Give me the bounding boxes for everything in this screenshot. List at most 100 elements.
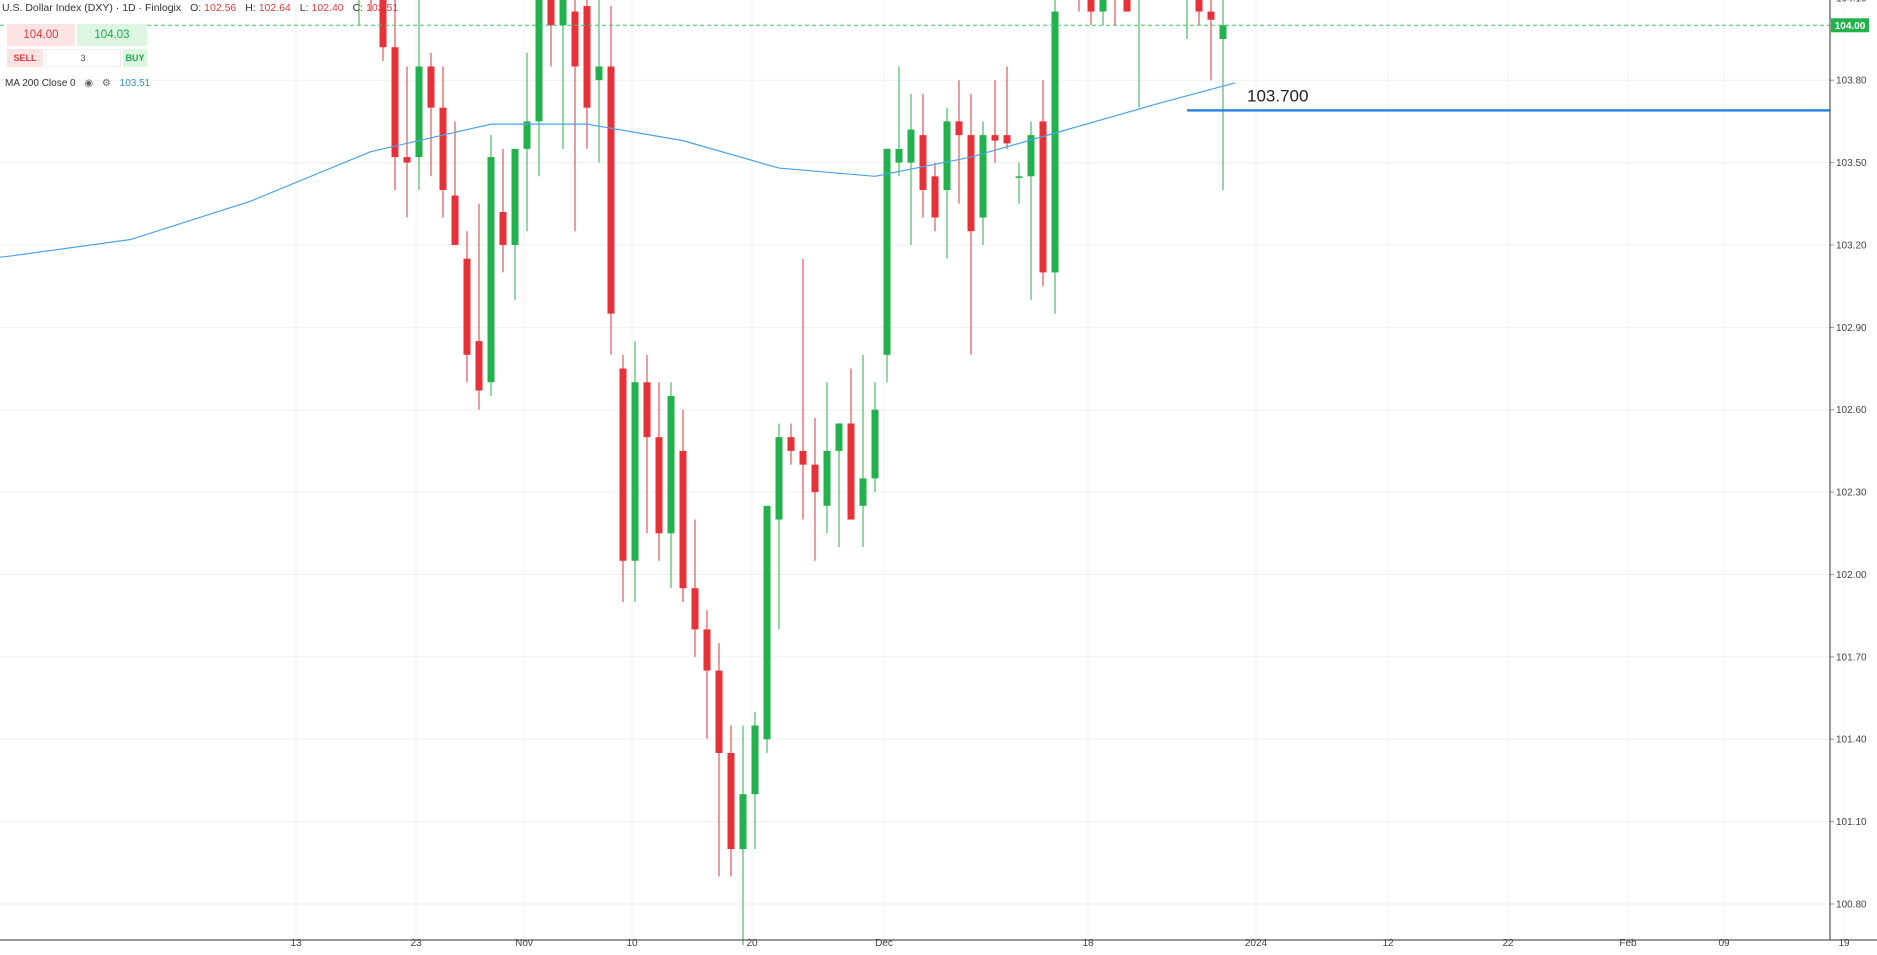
candle-body: [811, 464, 819, 493]
candle: [679, 409, 687, 602]
candle-body: [451, 195, 459, 245]
symbol-title: U.S. Dollar Index (DXY) · 1D · Finlogix: [2, 2, 182, 14]
close-value: 102.51: [366, 2, 399, 14]
candle: [775, 423, 783, 630]
x-tick-label: 22: [1502, 938, 1514, 949]
candle-body: [667, 395, 675, 534]
candle-body: [1039, 121, 1047, 273]
ma-200-line: [0, 82, 1236, 258]
candle-body: [463, 258, 471, 355]
candle-body: [583, 6, 591, 108]
candle-body: [979, 135, 987, 218]
candle: [403, 66, 411, 218]
candle-body: [655, 437, 663, 534]
candle-body: [967, 135, 975, 232]
candle-body: [931, 176, 939, 218]
candle: [883, 148, 891, 383]
candle-body: [559, 0, 567, 26]
horizontal-level-layer[interactable]: 104.00 103.700: [0, 18, 1869, 112]
candle-body: [1123, 0, 1131, 12]
candle-body: [535, 0, 543, 122]
candle-body: [895, 148, 903, 163]
candle-body: [415, 66, 423, 158]
candle: [487, 135, 495, 396]
candle: [715, 643, 723, 877]
y-axis[interactable]: 100.80 101.10 101.40 101.70 102.00 102.30 102.…: [1829, 0, 1867, 940]
candle: [391, 0, 399, 191]
settings-icon[interactable]: ⚙: [101, 78, 111, 89]
open-label: O:: [190, 2, 202, 14]
sell-button[interactable]: SELL: [7, 49, 43, 67]
candle: [823, 382, 831, 534]
candle-body: [619, 368, 627, 561]
candle-body: [595, 66, 603, 81]
candle-body: [943, 121, 951, 191]
candle-body: [1207, 11, 1215, 20]
candle: [943, 107, 951, 259]
candle: [655, 382, 663, 561]
y-tick-label: 103.50: [1836, 158, 1867, 169]
candle: [511, 148, 519, 300]
quantity-input[interactable]: 3: [45, 49, 121, 67]
candle-body: [883, 148, 891, 355]
candle: [451, 121, 459, 245]
candle: [835, 423, 843, 548]
candle: [607, 6, 615, 355]
candle: [703, 610, 711, 740]
candle: [979, 121, 987, 245]
candle-body: [751, 725, 759, 795]
x-tick-label: 23: [410, 938, 422, 949]
candle: [1027, 121, 1035, 300]
open-value: 102.56: [204, 2, 237, 14]
candle: [1051, 0, 1059, 314]
candle-body: [835, 423, 843, 451]
candle: [787, 423, 795, 465]
candle-body: [919, 135, 927, 191]
candle-body: [859, 478, 867, 506]
candle: [415, 0, 423, 191]
candle: [439, 66, 447, 218]
candle: [475, 203, 483, 410]
candle-body: [1219, 25, 1227, 40]
candle: [1078, 0, 1080, 12]
y-tick-label: 104.10: [1836, 0, 1867, 4]
candle: [379, 0, 387, 61]
trade-panel: 104.00 104.03 SELL 3 BUY: [7, 24, 147, 68]
candle: [499, 148, 507, 273]
candle: [1123, 0, 1131, 12]
candle-body: [1099, 0, 1107, 12]
candle: [919, 93, 927, 218]
buy-button[interactable]: BUY: [123, 49, 147, 67]
y-tick-label: 103.80: [1836, 76, 1867, 87]
candle: [619, 354, 627, 602]
horizontal-level-label: 103.700: [1247, 86, 1308, 105]
candle-body: [727, 752, 735, 850]
candle-body: [787, 437, 795, 451]
high-value: 102.64: [258, 2, 291, 14]
low-value: 102.40: [311, 2, 344, 14]
buy-price-button[interactable]: 104.03: [77, 24, 147, 46]
x-axis[interactable]: 1323Nov1020Dec1820241222Feb0919Mar111825…: [0, 938, 1877, 949]
candle: [559, 0, 567, 149]
candle: [1219, 0, 1227, 191]
candle: [1138, 0, 1140, 108]
chart-legend-header: U.S. Dollar Index (DXY) · 1D · Finlogix …: [2, 2, 398, 14]
candles: [358, 0, 1227, 946]
moving-average-layer: [0, 82, 1236, 258]
y-tick-label: 102.60: [1836, 405, 1867, 416]
candle: [547, 0, 555, 67]
current-price-tag: [1831, 18, 1869, 33]
y-tick-label: 102.00: [1836, 570, 1867, 581]
candle: [463, 231, 471, 383]
candle: [727, 725, 735, 877]
candle: [847, 368, 855, 520]
y-tick-label: 102.30: [1836, 488, 1867, 499]
candle: [859, 354, 867, 548]
sell-price-button[interactable]: 104.00: [7, 24, 75, 46]
eye-icon[interactable]: ◉: [84, 78, 94, 89]
x-tick-label: 09: [1718, 938, 1730, 949]
candle-body: [847, 423, 855, 520]
candle-body: [379, 0, 387, 48]
candle-body: [607, 66, 615, 314]
